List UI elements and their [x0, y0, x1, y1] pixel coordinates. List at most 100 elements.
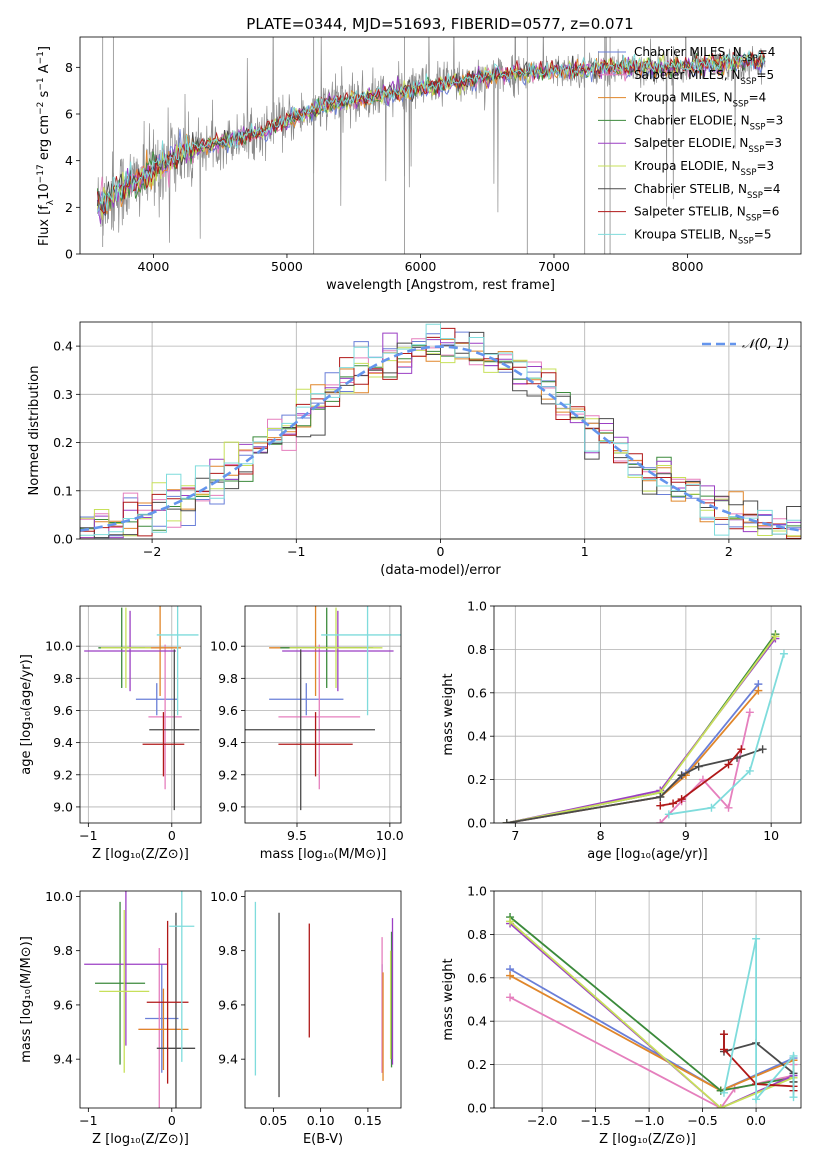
mass_vs_Z-frame [79, 890, 202, 1109]
legend-entry: Salpeter STELIB, NSSP=6 [634, 205, 779, 224]
age_vs_mass-xtick-label: 10.0 [376, 828, 404, 843]
residuals-xtick-label: 1 [581, 544, 589, 559]
weight_vs_age-xtick-label: 10 [763, 828, 779, 843]
weight-point [779, 649, 788, 658]
weight_vs_Z-xtick-label: −2.0 [527, 1113, 557, 1128]
spectrum-legend: Chabrier MILES, NSSP=4 Salpeter MILES, NS… [598, 45, 783, 246]
weight-point [789, 1093, 798, 1102]
weight-series-line [509, 922, 794, 1108]
weight_vs_Z-ytick-label: 0.8 [467, 927, 487, 942]
mass_vs_ebv-plot-area [254, 901, 394, 1098]
legend-entry: Kroupa STELIB, NSSP=5 [634, 227, 772, 246]
legend-entry: Chabrier STELIB, NSSP=4 [634, 182, 781, 201]
weight-point [664, 810, 673, 819]
weight_vs_Z-panel: −2.0 −1.5 −1.0 −0.5 0.0 0.0 0.2 0.4 0.6 0.8 1.0 Z [… [441, 884, 802, 1147]
mass_vs_ebv-xlabel: E(B-V) [303, 1132, 343, 1147]
spectrum-ytick-label: 0 [65, 247, 73, 262]
weight-series-line [509, 920, 794, 1108]
residuals-plot-area [80, 323, 801, 539]
mass_vs_Z-ytick-label: 10.0 [45, 889, 73, 904]
weight-point [502, 819, 511, 823]
weight-point [745, 766, 754, 775]
weight_vs_Z-xlabel: Z [log₁₀(Z/Z⊙)] [599, 1132, 696, 1147]
weight_vs_Z-xtick-label: −1.5 [580, 1113, 610, 1128]
weight-point [724, 760, 733, 769]
weight-point [506, 917, 515, 926]
residual-histogram [80, 342, 801, 537]
weight_vs_Z-plot-area [506, 913, 798, 1108]
residuals-xtick-label: −2 [143, 544, 161, 559]
spectrum-xtick-label: 8000 [672, 259, 704, 274]
weight-series-line [506, 637, 777, 823]
age_vs_mass-plot-area [245, 606, 401, 811]
weight-point [694, 762, 703, 771]
weight_vs_age-xtick-label: 8 [597, 828, 605, 843]
age_vs_mass-xlabel: mass [log₁₀(M/M⊙)] [260, 847, 387, 862]
residuals-ytick-label: 0.4 [53, 339, 73, 354]
weight_vs_Z-ylabel: mass weight [441, 958, 456, 1040]
mass_vs_ebv-frame [244, 890, 402, 1109]
spectrum-ytick-label: 4 [65, 153, 73, 168]
residual-histogram [80, 331, 801, 539]
mass_vs_Z-xlabel: Z [log₁₀(Z/Z⊙)] [92, 1132, 189, 1147]
weight-point [716, 1104, 725, 1108]
residuals-xlabel: (data-model)/error [380, 563, 501, 578]
weight_vs_age-panel: 7 8 9 10 0.0 0.2 0.4 0.6 0.8 1.0 age [log₁₀(age/yr… [441, 599, 802, 862]
legend-entry: Chabrier MILES, NSSP=4 [634, 45, 775, 64]
weight_vs_age-ytick-label: 0.4 [467, 729, 487, 744]
weight_vs_Z-ytick-label: 0.0 [467, 1101, 487, 1116]
weight-point [719, 1045, 728, 1054]
spectrum-xtick-label: 7000 [538, 259, 570, 274]
residuals-ytick-label: 0.0 [53, 532, 73, 547]
weight-point [719, 1088, 728, 1097]
weight_vs_Z-ytick-label: 0.6 [467, 970, 487, 985]
weight_vs_Z-frame [493, 890, 802, 1109]
weight_vs_age-ytick-label: 0.2 [467, 772, 487, 787]
normal-legend-label: 𝒩(0, 1) [742, 337, 789, 352]
spectrum-panel: 4000 5000 6000 7000 8000 0 2 4 6 8 wavelength [Ang… [36, 36, 802, 293]
age_vs_mass-ytick-label: 9.8 [218, 671, 238, 686]
mass_vs_ebv-ytick-label: 9.8 [218, 943, 238, 958]
age_vs_mass-ytick-label: 10.0 [210, 639, 238, 654]
mass_vs_ebv-ytick-label: 9.6 [218, 997, 238, 1012]
weight_vs_age-frame [493, 605, 802, 824]
weight_vs_age-ytick-label: 1.0 [467, 599, 487, 614]
weight_vs_age-xtick-label: 9 [682, 828, 690, 843]
residuals-ytick-label: 0.1 [53, 483, 73, 498]
model-spectrum-line [97, 50, 766, 213]
weight_vs_age-xlabel: age [log₁₀(age/yr)] [587, 847, 708, 862]
weight_vs_age-ytick-label: 0.0 [467, 816, 487, 831]
spectrum-xtick-label: 6000 [405, 259, 437, 274]
legend-entry: Kroupa ELODIE, NSSP=3 [634, 159, 774, 178]
legend-entry: Salpeter MILES, NSSP=5 [634, 68, 774, 87]
weight-point [789, 1051, 798, 1060]
mass_vs_Z-xtick-label: 0 [168, 1113, 176, 1128]
mass_vs_ebv-ytick-label: 9.4 [218, 1052, 238, 1067]
age_vs_Z-xlabel: Z [log₁₀(Z/Z⊙)] [92, 847, 189, 862]
legend-entry: Kroupa MILES, NSSP=4 [634, 91, 766, 110]
spectrum-xtick-label: 4000 [138, 259, 170, 274]
spectrum-plot-area [96, 37, 766, 254]
weight-point [677, 795, 686, 804]
weight_vs_Z-xtick-label: −1.0 [634, 1113, 664, 1128]
age_vs_mass-ytick-label: 9.0 [218, 799, 238, 814]
age_vs_mass-ytick-label: 9.6 [218, 703, 238, 718]
weight_vs_age-xtick-label: 7 [511, 828, 519, 843]
weight-point [745, 708, 754, 717]
spectrum-ytick-label: 6 [65, 107, 73, 122]
residual-histogram [80, 323, 801, 536]
model-spectrum-line [96, 54, 766, 224]
age_vs_Z-ytick-label: 9.6 [53, 703, 73, 718]
weight-point [724, 803, 733, 812]
spectrum-xtick-label: 5000 [271, 259, 303, 274]
weight-point [669, 799, 678, 808]
weight-point [719, 1030, 728, 1039]
weight-point [737, 745, 746, 754]
mass_vs_Z-plot-area [84, 891, 196, 1108]
mass_vs_ebv-xtick-label: 0.10 [307, 1113, 335, 1128]
age_vs_Z-panel: −1 0 9.0 9.2 9.4 9.6 9.8 10.0 Z [log₁₀(Z/Z⊙)] age… [19, 605, 202, 862]
weight-point [656, 792, 665, 801]
model-spectrum-line [96, 52, 765, 220]
residuals-ylabel: Normed distribution [27, 366, 42, 496]
age_vs_Z-xtick-label: −1 [79, 828, 97, 843]
